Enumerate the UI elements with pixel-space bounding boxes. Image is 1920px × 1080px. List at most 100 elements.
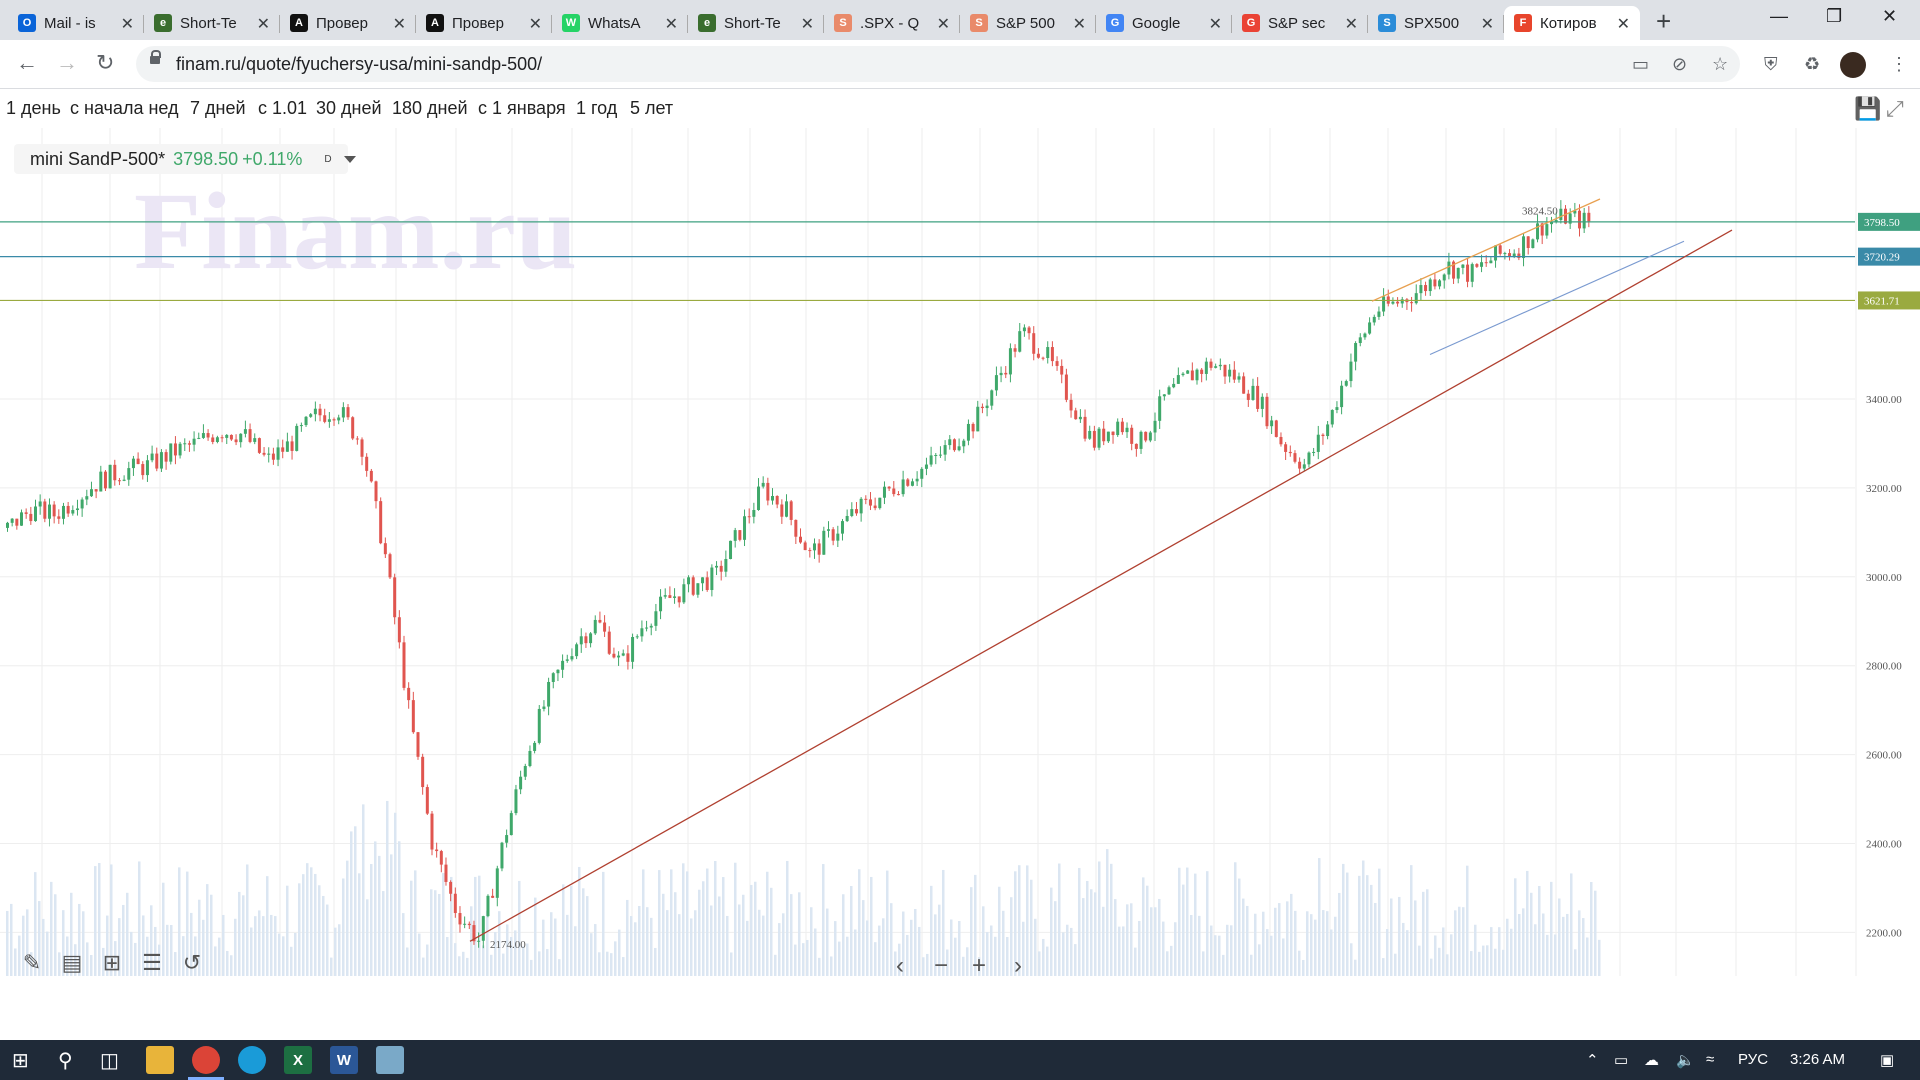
- wifi-icon[interactable]: ≈: [1706, 1051, 1715, 1068]
- reload-icon[interactable]: ↻: [96, 50, 115, 75]
- tab-close-icon[interactable]: ✕: [1616, 16, 1630, 33]
- extensions-puzzle-icon[interactable]: ♻: [1804, 54, 1821, 74]
- volume-icon[interactable]: 🔈: [1676, 1052, 1695, 1069]
- tab-close-icon[interactable]: ✕: [256, 16, 270, 33]
- browser-tab[interactable]: G S&P sec ✕: [1232, 6, 1368, 40]
- tab-close-icon[interactable]: ✕: [936, 16, 950, 33]
- price-chart[interactable]: 3400.00 3200.00 3000.00 2800.00 2600.00 2400.…: [0, 128, 1920, 1005]
- scroll-left-icon[interactable]: ‹: [896, 952, 904, 979]
- interval-label[interactable]: D: [324, 153, 332, 165]
- minimize-button[interactable]: —: [1770, 6, 1788, 26]
- browser-tab[interactable]: W WhatsA ✕: [552, 6, 688, 40]
- edge-icon[interactable]: [238, 1046, 266, 1074]
- shield-extension-icon[interactable]: ⛨: [1764, 54, 1778, 74]
- tab-close-icon[interactable]: ✕: [1344, 16, 1358, 33]
- volume-bar: [1402, 922, 1405, 980]
- candle-body: [393, 577, 397, 618]
- language-indicator[interactable]: РУС: [1738, 1051, 1769, 1068]
- app-icon[interactable]: [376, 1046, 404, 1074]
- tab-close-icon[interactable]: ✕: [528, 16, 542, 33]
- period-option[interactable]: 7 дней: [190, 98, 246, 118]
- period-option[interactable]: 30 дней: [316, 98, 382, 118]
- notifications-icon[interactable]: ▣: [1880, 1052, 1895, 1069]
- windows-start-icon[interactable]: ⊞: [12, 1050, 29, 1072]
- restore-button[interactable]: ❐: [1826, 6, 1843, 26]
- tab-favicon-icon: G: [1106, 14, 1124, 32]
- candle-body: [1064, 374, 1068, 400]
- tracking-blocked-icon[interactable]: ⊘: [1672, 54, 1688, 74]
- tab-close-icon[interactable]: ✕: [1208, 16, 1222, 33]
- volume-bar: [26, 909, 29, 980]
- browser-tab[interactable]: F Котиров ✕: [1504, 6, 1640, 40]
- period-option[interactable]: с 1.01: [258, 98, 308, 118]
- chrome-icon[interactable]: [192, 1046, 220, 1074]
- period-option[interactable]: 180 дней: [392, 98, 468, 118]
- zoom-out-icon[interactable]: −: [934, 952, 949, 979]
- chevron-down-icon[interactable]: [344, 156, 356, 163]
- volume-bar: [254, 916, 257, 980]
- chart-area[interactable]: 3400.00 3200.00 3000.00 2800.00 2600.00 2400.…: [0, 128, 1920, 1005]
- tab-close-icon[interactable]: ✕: [664, 16, 678, 33]
- tab-close-icon[interactable]: ✕: [120, 16, 134, 33]
- tab-favicon-icon: S: [1378, 14, 1396, 32]
- tab-close-icon[interactable]: ✕: [392, 16, 406, 33]
- browser-tab[interactable]: A Провер ✕: [416, 6, 552, 40]
- lock-icon[interactable]: [150, 50, 161, 64]
- tray-chevron-icon[interactable]: ⌃: [1586, 1052, 1599, 1069]
- instrument-selector[interactable]: mini SandP-500* 3798.50 +0.11% D: [14, 144, 348, 174]
- close-window-button[interactable]: ✕: [1882, 6, 1898, 26]
- tab-close-icon[interactable]: ✕: [1072, 16, 1086, 33]
- browser-tab[interactable]: e Short-Te ✕: [688, 6, 824, 40]
- channel-lower-line[interactable]: [1429, 240, 1685, 356]
- onedrive-icon[interactable]: ☁: [1644, 1052, 1659, 1069]
- candle-body: [579, 636, 583, 645]
- browser-tab[interactable]: S SPX500 ✕: [1368, 6, 1504, 40]
- period-option[interactable]: 1 год: [576, 98, 618, 118]
- excel-icon[interactable]: X: [284, 1046, 312, 1074]
- add-indicator-icon[interactable]: ⊞: [102, 950, 122, 975]
- candle-body: [1265, 396, 1269, 427]
- volume-bar: [1422, 891, 1425, 980]
- period-option[interactable]: 5 лет: [630, 98, 674, 118]
- reset-icon[interactable]: ↺: [182, 950, 202, 975]
- browser-tab[interactable]: S .SPX - Q ✕: [824, 6, 960, 40]
- period-option[interactable]: с 1 января: [478, 98, 566, 118]
- file-explorer-icon[interactable]: [146, 1046, 174, 1074]
- browser-tab[interactable]: O Mail - is ✕: [8, 6, 144, 40]
- network-icon[interactable]: ▭: [1614, 1052, 1629, 1069]
- draw-tool-icon[interactable]: ✎: [22, 950, 42, 975]
- browser-tab[interactable]: S S&P 500 ✕: [960, 6, 1096, 40]
- bookmark-star-icon[interactable]: ☆: [1712, 54, 1729, 74]
- profile-avatar[interactable]: [1840, 52, 1866, 78]
- candle-body: [738, 530, 742, 540]
- search-icon[interactable]: ⚲: [58, 1050, 73, 1072]
- task-view-icon[interactable]: ◫: [100, 1050, 119, 1072]
- zoom-in-icon[interactable]: +: [972, 952, 987, 979]
- address-bar[interactable]: [136, 46, 1740, 82]
- fullscreen-icon[interactable]: ⤢: [1886, 96, 1904, 121]
- install-app-icon[interactable]: ▭: [1632, 54, 1650, 74]
- word-icon[interactable]: W: [330, 1046, 358, 1074]
- indicator-list-icon[interactable]: ▤: [61, 950, 83, 975]
- save-icon[interactable]: 💾: [1854, 96, 1882, 121]
- channel-upper-line[interactable]: [1371, 198, 1601, 302]
- browser-tab[interactable]: e Short-Te ✕: [144, 6, 280, 40]
- clock[interactable]: 3:26 AM: [1790, 1051, 1846, 1068]
- period-option[interactable]: 1 день: [6, 98, 61, 118]
- settings-sliders-icon[interactable]: ☰: [142, 950, 162, 975]
- period-option[interactable]: с начала нед: [70, 98, 179, 118]
- candle-body: [589, 633, 593, 644]
- support-trendline[interactable]: [469, 229, 1733, 942]
- volume-bar: [866, 920, 869, 980]
- menu-dots-icon[interactable]: ⋮: [1890, 54, 1908, 74]
- url-text[interactable]: finam.ru/quote/fyuchersy-usa/mini-sandp-…: [176, 54, 543, 74]
- tab-close-icon[interactable]: ✕: [800, 16, 814, 33]
- forward-icon[interactable]: →: [56, 50, 78, 75]
- back-icon[interactable]: ←: [16, 50, 38, 75]
- browser-tab[interactable]: A Провер ✕: [280, 6, 416, 40]
- browser-tab[interactable]: G Google ✕: [1096, 6, 1232, 40]
- tab-close-icon[interactable]: ✕: [1480, 16, 1494, 33]
- scroll-right-icon[interactable]: ›: [1014, 952, 1022, 979]
- new-tab-button[interactable]: +: [1656, 6, 1672, 36]
- volume-bar: [218, 937, 221, 980]
